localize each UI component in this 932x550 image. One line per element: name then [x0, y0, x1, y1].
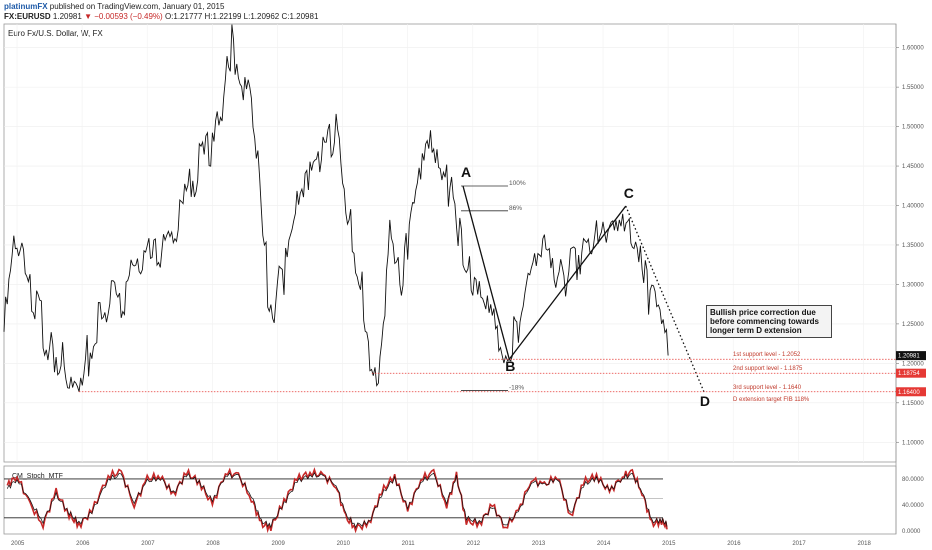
x-tick-label: 2013: [532, 541, 546, 547]
published-text: published on TradingView.com, January 01…: [49, 2, 225, 11]
pattern-leg-cd: [625, 205, 705, 393]
price-series: [3, 24, 669, 392]
pattern-leg-bc: [508, 205, 627, 360]
y-tick-label: 1.20000: [902, 361, 924, 367]
x-tick-label: 2015: [662, 541, 676, 547]
note-line-2: before commencing towards: [710, 317, 819, 326]
analysis-note: Bullish price correction due before comm…: [706, 305, 832, 338]
indicator-pane[interactable]: [3, 465, 897, 535]
fib-level-label: -18%: [509, 384, 524, 391]
symbol-line: FX:EURUSD 1.20981 ▼ −0.00593 (−0.49%) O:…: [4, 12, 318, 22]
x-tick-label: 2017: [792, 541, 806, 547]
pattern-point-d: D: [700, 393, 710, 409]
y-tick-label: 1.60000: [902, 46, 924, 52]
symbol-text[interactable]: FX:EURUSD: [4, 12, 51, 21]
x-tick-label: 2007: [141, 541, 155, 547]
x-tick-label: 2012: [467, 541, 481, 547]
change-text: ▼ −0.00593 (−0.49%): [84, 12, 163, 21]
price-tag-label: 1.18754: [898, 371, 920, 377]
x-tick-label: 2008: [206, 541, 220, 547]
pattern-point-c: C: [624, 185, 634, 201]
stoch-tick-label: 40.0000: [902, 503, 924, 509]
y-tick-label: 1.30000: [902, 282, 924, 288]
main-pane[interactable]: [3, 23, 897, 463]
x-tick-label: 2005: [11, 541, 25, 547]
price-tag-label: 1.16400: [898, 390, 920, 396]
chart-title: Euro Fx/U.S. Dollar, W, FX: [8, 29, 103, 38]
publish-line: platinumFX published on TradingView.com,…: [4, 2, 224, 12]
support-annotation: D extension target FIB 118%: [733, 397, 810, 403]
stoch-k-line: [6, 467, 668, 534]
pattern-point-a: A: [461, 164, 471, 180]
y-tick-label: 1.15000: [902, 401, 924, 407]
pattern-leg-ab: [462, 185, 510, 360]
note-line-1: Bullish price correction due: [710, 308, 816, 317]
support-annotation: 1st support level - 1.2052: [733, 352, 801, 358]
price-tag-bg: [896, 368, 926, 378]
x-tick-label: 2018: [857, 541, 871, 547]
last-price: 1.20981: [52, 12, 82, 21]
fib-level-label: 86%: [509, 205, 522, 212]
author-link[interactable]: platinumFX: [4, 2, 48, 11]
support-annotation: 2nd support level - 1.1875: [733, 366, 803, 372]
x-tick-label: 2010: [337, 541, 351, 547]
stoch-d-line: [6, 472, 668, 529]
y-tick-label: 1.55000: [902, 85, 924, 91]
x-tick-label: 2014: [597, 541, 611, 547]
y-tick-label: 1.40000: [902, 204, 924, 210]
price-tag-bg: [896, 387, 926, 397]
support-annotation: 3rd support level - 1.1640: [733, 385, 802, 391]
x-tick-label: 2016: [727, 541, 741, 547]
y-tick-label: 1.25000: [902, 322, 924, 328]
x-tick-label: 2006: [76, 541, 90, 547]
pattern-point-b: B: [505, 358, 515, 374]
stoch-tick-label: 0.0000: [902, 529, 921, 535]
indicator-label: CM_Stoch_MTF: [12, 473, 63, 480]
y-tick-label: 1.10000: [902, 440, 924, 446]
x-tick-label: 2009: [271, 541, 285, 547]
x-tick-label: 2011: [402, 541, 416, 547]
y-tick-label: 1.50000: [902, 125, 924, 131]
note-line-3: longer term D extension: [710, 326, 802, 335]
fib-level-label: 100%: [509, 180, 526, 187]
y-tick-label: 1.35000: [902, 243, 924, 249]
stoch-tick-label: 80.0000: [902, 477, 924, 483]
price-tag-label: 1.20981: [898, 354, 920, 360]
ohlc-text: O:1.21777 H:1.22199 L:1.20962 C:1.20981: [164, 12, 319, 21]
price-tag-bg: [896, 351, 926, 361]
y-tick-label: 1.45000: [902, 164, 924, 170]
